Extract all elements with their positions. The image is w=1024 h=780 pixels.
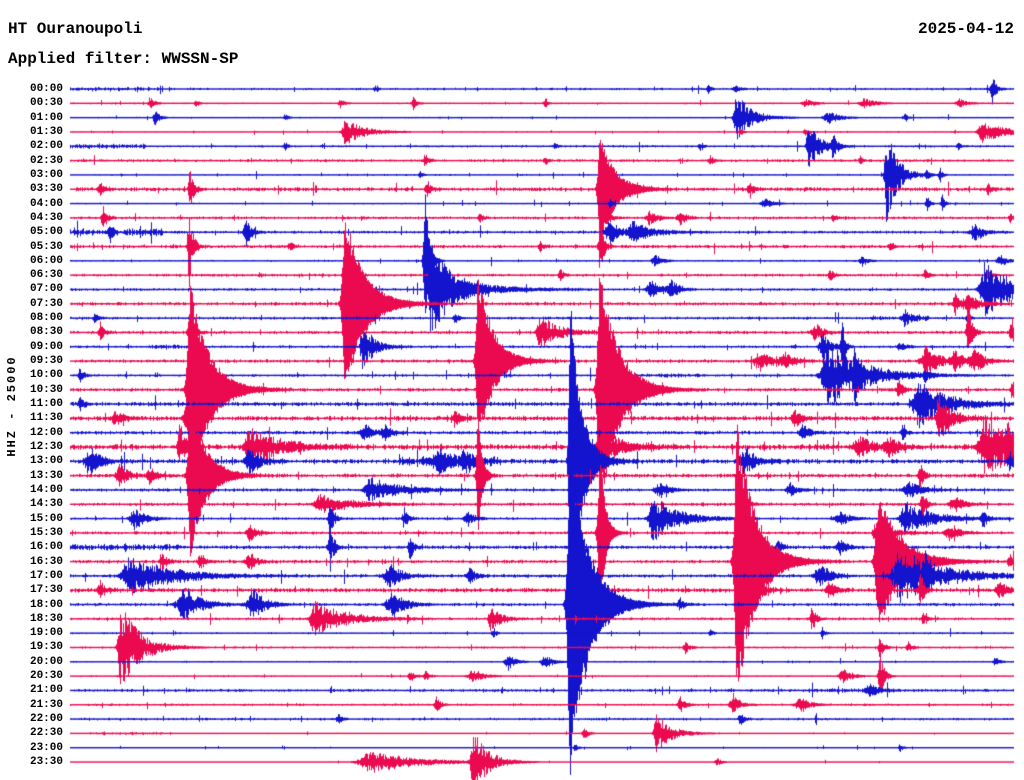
row-time-label: 10:00 — [29, 369, 63, 382]
row-time-label: 16:30 — [29, 555, 63, 568]
row-time-label: 00:30 — [29, 97, 63, 110]
row-time-label: 22:30 — [29, 727, 63, 740]
row-time-label: 19:00 — [29, 627, 63, 640]
row-time-label: 16:00 — [29, 541, 63, 554]
row-time-label: 04:30 — [29, 211, 63, 224]
row-time-label: 12:30 — [29, 441, 63, 453]
row-time-label: 13:30 — [29, 469, 63, 482]
date-label: 2025-04-12 — [917, 20, 1014, 38]
row-time-label: 18:00 — [29, 598, 63, 611]
row-time-label: 23:00 — [29, 741, 63, 754]
row-time-label: 23:30 — [29, 756, 63, 769]
row-time-label: 06:00 — [29, 254, 63, 267]
row-time-label: 11:00 — [29, 398, 63, 411]
row-time-label: 18:30 — [29, 612, 63, 625]
row-time-label: 06:30 — [29, 269, 63, 282]
row-time-label: 02:30 — [29, 154, 63, 167]
row-time-label: 08:30 — [29, 326, 63, 339]
row-time-label: 11:30 — [29, 412, 63, 425]
row-time-label: 14:30 — [29, 498, 63, 511]
row-time-label: 07:00 — [29, 283, 63, 296]
row-time-label: 01:00 — [29, 111, 63, 124]
row-time-label: 22:00 — [29, 713, 63, 726]
row-time-label: 17:30 — [29, 584, 63, 597]
row-time-label: 10:30 — [29, 383, 63, 396]
row-time-label: 01:30 — [29, 125, 63, 138]
row-time-label: 21:00 — [29, 684, 63, 697]
row-time-label: 15:30 — [29, 526, 63, 539]
row-time-label: 09:30 — [29, 355, 63, 368]
row-time-label: 02:00 — [29, 140, 63, 153]
row-time-label: 04:00 — [29, 197, 63, 210]
row-time-label: 05:30 — [29, 240, 63, 253]
station-title: HT Ouranoupoli — [8, 20, 143, 38]
row-time-label: 05:00 — [29, 226, 63, 239]
row-time-label: 09:00 — [29, 340, 63, 353]
row-time-label: 03:00 — [29, 168, 63, 181]
row-time-label: 12:00 — [29, 426, 63, 439]
row-time-label: 14:00 — [29, 483, 63, 496]
row-time-label: 13:00 — [29, 455, 63, 468]
row-time-label: 08:00 — [29, 312, 63, 325]
row-time-label: 20:30 — [29, 670, 63, 683]
filter-label: Applied filter: WWSSN-SP — [8, 50, 239, 68]
row-time-label: 07:30 — [29, 297, 63, 310]
row-time-label: 19:30 — [29, 641, 63, 654]
row-time-label: 17:00 — [29, 569, 63, 582]
row-time-label: 20:00 — [29, 655, 63, 668]
row-time-label: 15:00 — [29, 512, 63, 525]
row-time-label: 00:00 — [29, 83, 63, 95]
row-time-label: 21:30 — [29, 698, 63, 711]
row-time-label: 03:30 — [29, 183, 63, 196]
